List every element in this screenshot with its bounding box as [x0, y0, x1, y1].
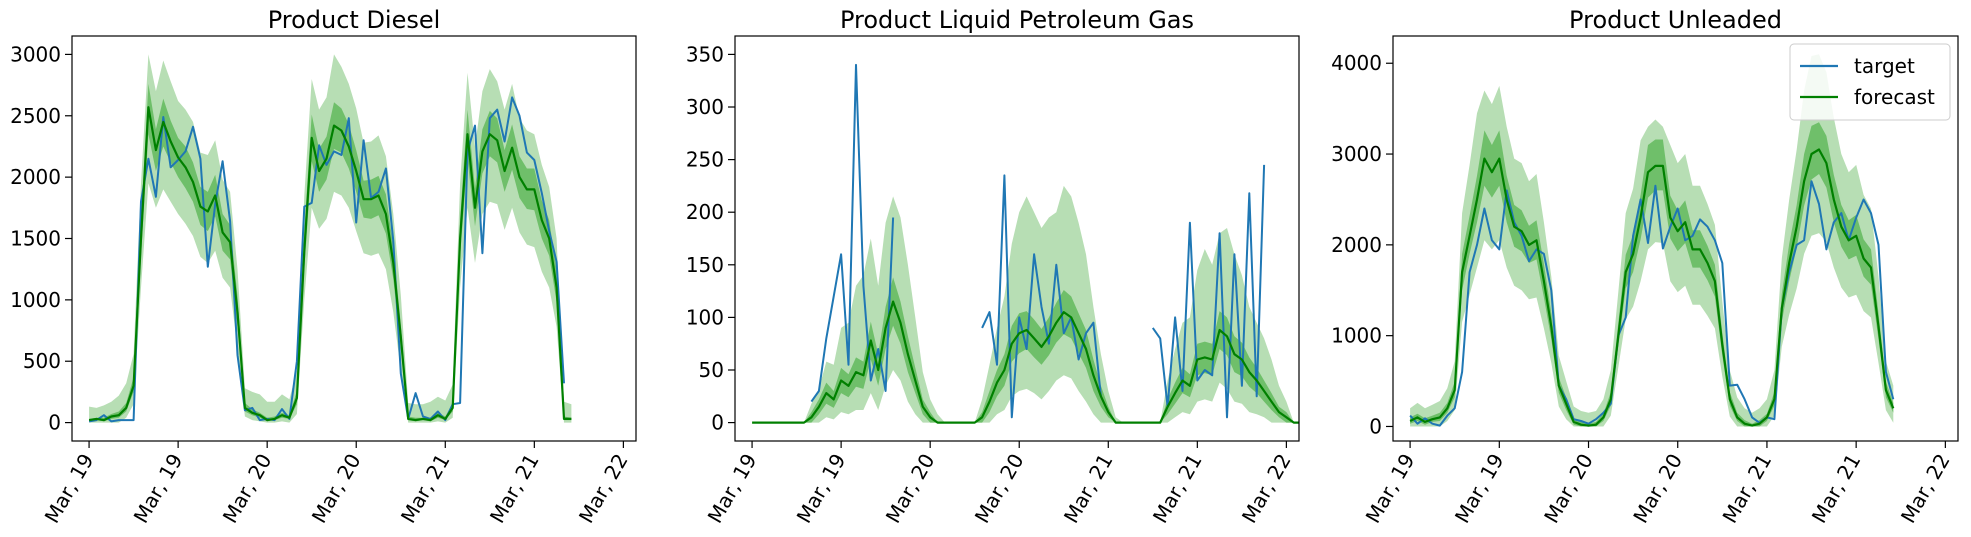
y-tick-label: 2000: [1331, 233, 1382, 257]
y-tick-label: 300: [686, 95, 724, 119]
y-tick-label: 1500: [10, 227, 61, 251]
y-tick-label: 3000: [1331, 142, 1382, 166]
target-line-segment-3: [1151, 164, 1266, 419]
y-tick-label: 0: [1369, 414, 1382, 438]
target-line-segment-2: [981, 174, 1102, 419]
legend-box: [1789, 43, 1951, 121]
y-tick-label: 0: [711, 411, 724, 435]
axes-frame: [1392, 35, 1959, 442]
forecast-band-90: [1410, 54, 1894, 427]
x-tick-label: Mar, 21: [1807, 450, 1866, 528]
x-tick-label: Mar, 19: [1450, 450, 1509, 528]
axes-frame: [734, 35, 1300, 442]
y-tick-label: 200: [686, 200, 724, 224]
x-tick-label: Mar, 21: [1718, 450, 1777, 528]
y-tick-label: 150: [686, 253, 724, 277]
chart-panel-2: 0 50 100 150 200 250 300 350 Mar, 19 Mar, 19 Mar, …: [686, 6, 1300, 528]
y-tick-label: 0: [48, 411, 61, 435]
legend-label-target: target: [1854, 54, 1915, 78]
target-line: [88, 96, 565, 423]
forecast-line: [752, 300, 1299, 424]
y-tick-label: 350: [686, 42, 724, 66]
forecast-band-50: [1410, 122, 1894, 427]
forecast-line: [1409, 148, 1895, 427]
chart-panel-3: 0 1000 2000 3000 4000 Mar, 19 Mar, 19 Mar, 20 Ma…: [1331, 6, 1959, 528]
x-tick-label: Mar, 21: [1148, 450, 1207, 528]
x-tick-label: Mar, 20: [970, 450, 1029, 528]
y-tick-label: 250: [686, 148, 724, 172]
y-tick-label: 4000: [1331, 51, 1382, 75]
x-tick-label: Mar, 19: [1361, 450, 1420, 528]
x-tick-label: Mar, 20: [1539, 450, 1598, 528]
forecast-band-90: [752, 185, 1299, 423]
chart-title: Product Liquid Petroleum Gas: [840, 6, 1194, 34]
y-tick-label: 2000: [10, 165, 61, 189]
x-tick-label: Mar, 21: [1059, 450, 1118, 528]
x-tick-label: Mar, 22: [1896, 450, 1955, 528]
plot-area: [752, 63, 1299, 424]
x-tick-label: Mar, 21: [485, 450, 544, 528]
chart-title: Product Unleaded: [1569, 6, 1782, 34]
y-tick-label: 1000: [1331, 324, 1382, 348]
legend: target forecast: [1789, 43, 1951, 121]
target-line: [1409, 180, 1895, 427]
forecast-band-50: [89, 83, 572, 422]
x-tick-label: Mar, 19: [703, 450, 762, 528]
y-tick-label: 100: [686, 305, 724, 329]
target-line-segment-1: [810, 63, 895, 403]
x-tick-label: Mar, 20: [307, 450, 366, 528]
y-tick-label: 50: [699, 358, 724, 382]
x-tick-label: Mar, 19: [792, 450, 851, 528]
x-tick-label: Mar, 22: [1237, 450, 1296, 528]
plot-area: [88, 54, 572, 423]
x-tick-label: Mar, 21: [396, 449, 455, 527]
chart-panel-1: 0 500 1000 1500 2000 2500 3000 Mar, 19 Mar, 19 Ma…: [10, 6, 637, 528]
y-tick-label: 500: [23, 349, 61, 373]
y-tick-label: 2500: [10, 104, 61, 128]
forecast-line: [88, 106, 572, 422]
y-tick-label: 3000: [10, 42, 61, 66]
x-tick-label: Mar, 20: [1628, 450, 1687, 528]
x-tick-label: Mar, 22: [574, 450, 633, 528]
y-tick-label: 1000: [10, 288, 61, 312]
legend-label-forecast: forecast: [1854, 85, 1935, 109]
x-tick-label: Mar, 19: [40, 450, 99, 528]
x-tick-label: Mar, 20: [881, 450, 940, 528]
x-tick-label: Mar, 20: [218, 450, 277, 528]
chart-title: Product Diesel: [268, 6, 441, 34]
plot-area: [1409, 54, 1895, 427]
x-tick-label: Mar, 19: [129, 450, 188, 528]
